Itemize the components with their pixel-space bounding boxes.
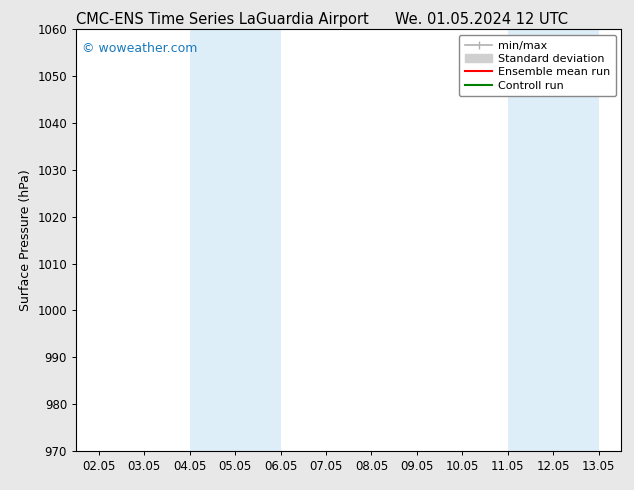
Text: © woweather.com: © woweather.com	[82, 42, 197, 55]
Legend: min/max, Standard deviation, Ensemble mean run, Controll run: min/max, Standard deviation, Ensemble me…	[459, 35, 616, 96]
Bar	[190, 29, 280, 451]
Text: We. 01.05.2024 12 UTC: We. 01.05.2024 12 UTC	[396, 12, 568, 27]
Bar	[508, 29, 598, 451]
Text: CMC-ENS Time Series LaGuardia Airport: CMC-ENS Time Series LaGuardia Airport	[75, 12, 368, 27]
Y-axis label: Surface Pressure (hPa): Surface Pressure (hPa)	[19, 169, 32, 311]
